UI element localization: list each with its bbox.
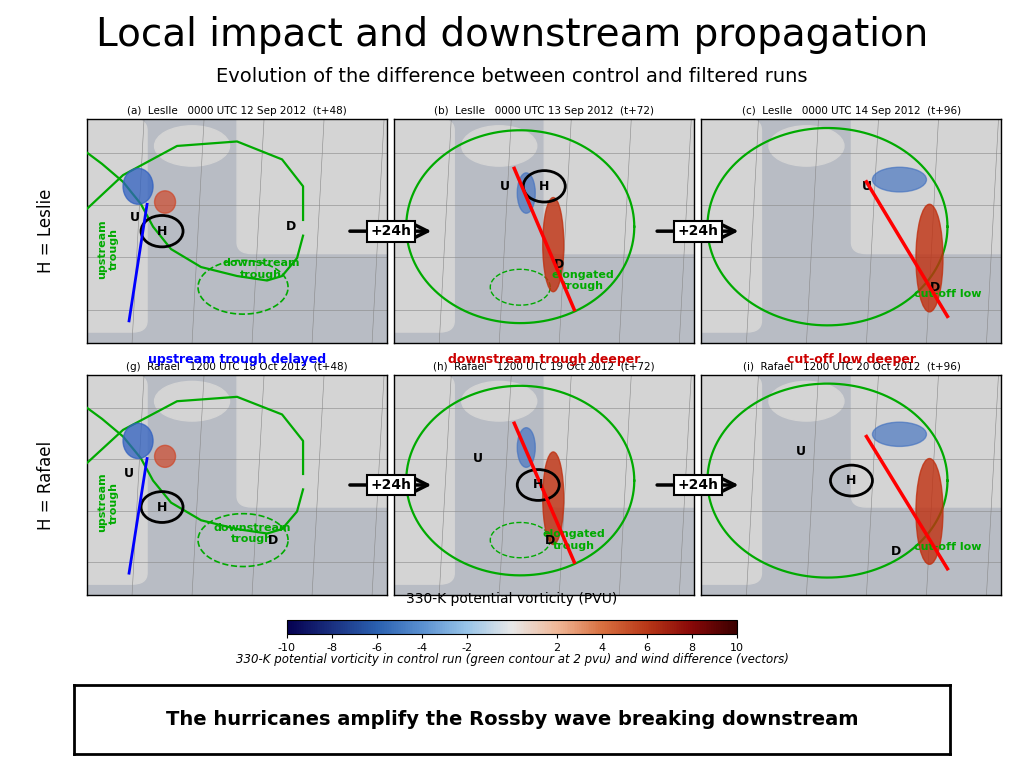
Ellipse shape <box>915 458 943 564</box>
Text: Evolution of the difference between control and filtered runs: Evolution of the difference between cont… <box>216 68 808 86</box>
Text: H: H <box>534 478 544 492</box>
Text: (g)  Rafael   1200 UTC 18 Oct 2012  (t+48): (g) Rafael 1200 UTC 18 Oct 2012 (t+48) <box>126 362 348 372</box>
Text: +24h: +24h <box>677 478 719 492</box>
Text: (i)  Rafael   1200 UTC 20 Oct 2012  (t+96): (i) Rafael 1200 UTC 20 Oct 2012 (t+96) <box>742 362 961 372</box>
Text: D: D <box>891 545 901 558</box>
FancyBboxPatch shape <box>656 119 762 332</box>
FancyBboxPatch shape <box>237 97 417 253</box>
Text: (c)  Leslle   0000 UTC 14 Sep 2012  (t+96): (c) Leslle 0000 UTC 14 Sep 2012 (t+96) <box>742 106 961 116</box>
FancyBboxPatch shape <box>237 353 417 507</box>
Text: upstream
trough: upstream trough <box>97 473 119 532</box>
Text: H = Rafael: H = Rafael <box>37 440 55 530</box>
Text: downstream
trough: downstream trough <box>222 259 300 280</box>
Ellipse shape <box>155 190 175 214</box>
Text: (h)  Rafael   1200 UTC 19 Oct 2012  (t+72): (h) Rafael 1200 UTC 19 Oct 2012 (t+72) <box>433 362 655 372</box>
Text: downstream trough deeper: downstream trough deeper <box>449 353 640 366</box>
Text: (a)  Leslle   0000 UTC 12 Sep 2012  (t+48): (a) Leslle 0000 UTC 12 Sep 2012 (t+48) <box>127 106 347 116</box>
FancyBboxPatch shape <box>852 353 1024 507</box>
FancyBboxPatch shape <box>545 353 724 507</box>
Text: cut-off low deeper: cut-off low deeper <box>787 353 915 366</box>
Ellipse shape <box>123 168 153 204</box>
FancyBboxPatch shape <box>545 97 724 253</box>
Ellipse shape <box>155 126 229 166</box>
Text: 330-K potential vorticity in control run (green contour at 2 pvu) and wind diffe: 330-K potential vorticity in control run… <box>236 653 788 666</box>
Text: Local impact and downstream propagation: Local impact and downstream propagation <box>96 15 928 54</box>
Text: The hurricanes amplify the Rossby wave breaking downstream: The hurricanes amplify the Rossby wave b… <box>166 710 858 729</box>
Text: cut-off low: cut-off low <box>913 289 981 299</box>
Text: U: U <box>861 180 871 193</box>
FancyBboxPatch shape <box>42 119 147 332</box>
Ellipse shape <box>123 423 153 458</box>
Text: U: U <box>796 445 806 458</box>
Ellipse shape <box>872 422 927 446</box>
Text: +24h: +24h <box>370 478 412 492</box>
Text: elongated
trough: elongated trough <box>552 270 614 291</box>
FancyBboxPatch shape <box>349 375 455 584</box>
Ellipse shape <box>462 382 537 421</box>
Text: U: U <box>473 452 483 465</box>
Text: U: U <box>501 180 510 193</box>
Text: upstream
trough: upstream trough <box>97 220 119 279</box>
Ellipse shape <box>517 173 536 214</box>
Text: H: H <box>539 180 550 193</box>
Ellipse shape <box>769 382 844 421</box>
Text: (b)  Leslle   0000 UTC 13 Sep 2012  (t+72): (b) Leslle 0000 UTC 13 Sep 2012 (t+72) <box>434 106 654 116</box>
Text: D: D <box>554 258 564 271</box>
Text: H: H <box>846 474 857 487</box>
Ellipse shape <box>517 428 536 468</box>
Ellipse shape <box>155 382 229 421</box>
FancyBboxPatch shape <box>656 375 762 584</box>
Ellipse shape <box>462 126 537 166</box>
FancyBboxPatch shape <box>852 97 1024 253</box>
Text: D: D <box>545 534 555 547</box>
FancyBboxPatch shape <box>42 375 147 584</box>
Text: elongated
trough: elongated trough <box>543 529 605 551</box>
FancyBboxPatch shape <box>349 119 455 332</box>
Text: upstream trough delayed: upstream trough delayed <box>148 353 326 366</box>
Text: cut-off low: cut-off low <box>913 541 981 551</box>
Text: 330-K potential vorticity (PVU): 330-K potential vorticity (PVU) <box>407 592 617 606</box>
Text: +24h: +24h <box>370 224 412 238</box>
Text: D: D <box>286 220 296 233</box>
Text: U: U <box>124 468 134 481</box>
Ellipse shape <box>872 167 927 192</box>
Text: H: H <box>157 501 167 514</box>
Text: +24h: +24h <box>677 224 719 238</box>
Ellipse shape <box>769 126 844 166</box>
Ellipse shape <box>543 452 564 545</box>
Text: H = Leslie: H = Leslie <box>37 189 55 273</box>
Ellipse shape <box>543 197 564 292</box>
Ellipse shape <box>915 204 943 312</box>
Text: H: H <box>157 225 167 237</box>
Text: downstream
trough: downstream trough <box>213 523 291 545</box>
Text: D: D <box>268 534 279 547</box>
Text: D: D <box>931 281 941 293</box>
Text: U: U <box>130 211 140 224</box>
Ellipse shape <box>155 445 175 468</box>
